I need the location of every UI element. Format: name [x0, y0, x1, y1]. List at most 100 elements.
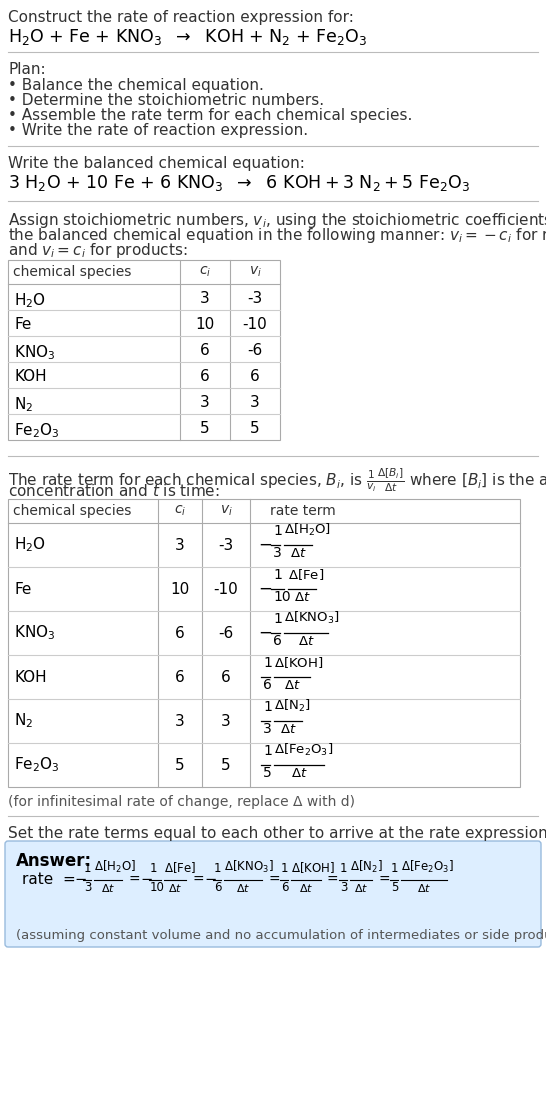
Text: • Balance the chemical equation.: • Balance the chemical equation. [8, 78, 264, 93]
Text: $\Delta t$: $\Delta t$ [101, 882, 115, 894]
Text: $\Delta[\mathregular{KOH}]$: $\Delta[\mathregular{KOH}]$ [291, 860, 335, 875]
Text: −: − [258, 624, 272, 642]
Text: −: − [258, 580, 272, 598]
Text: 3: 3 [175, 537, 185, 553]
Text: 6: 6 [221, 669, 231, 685]
Text: 6: 6 [200, 369, 210, 384]
Text: -10: -10 [213, 582, 239, 596]
Text: 5: 5 [200, 421, 210, 436]
Text: 6: 6 [250, 369, 260, 384]
Text: 1: 1 [273, 524, 282, 538]
Text: 10: 10 [150, 881, 165, 894]
Text: Fe: Fe [14, 582, 31, 596]
Text: 6: 6 [263, 678, 272, 692]
Text: $\mathregular{3\ H_2O}$ + 10 Fe + $\mathregular{6\ KNO_3}$  $\rightarrow$  $\mat: $\mathregular{3\ H_2O}$ + 10 Fe + $\math… [8, 173, 470, 193]
Text: $\Delta t$: $\Delta t$ [298, 635, 314, 648]
Text: −: − [74, 873, 86, 887]
Text: 5: 5 [175, 757, 185, 773]
Text: 6: 6 [273, 634, 282, 648]
Text: $\Delta t$: $\Delta t$ [299, 882, 313, 894]
Text: $\Delta[\mathregular{Fe}]$: $\Delta[\mathregular{Fe}]$ [288, 567, 324, 582]
Text: 10: 10 [273, 590, 290, 604]
Text: -6: -6 [218, 625, 234, 641]
Text: $\mathregular{N_2}$: $\mathregular{N_2}$ [14, 395, 33, 414]
Text: • Assemble the rate term for each chemical species.: • Assemble the rate term for each chemic… [8, 108, 412, 123]
Text: $\Delta t$: $\Delta t$ [354, 882, 368, 894]
Text: KOH: KOH [14, 369, 46, 384]
Text: Construct the rate of reaction expression for:: Construct the rate of reaction expressio… [8, 10, 354, 24]
Text: $\Delta[\mathregular{H_2O}]$: $\Delta[\mathregular{H_2O}]$ [94, 858, 136, 875]
Text: $\Delta[\mathregular{N_2}]$: $\Delta[\mathregular{N_2}]$ [350, 858, 383, 875]
Text: $\Delta[\mathregular{Fe_2O_3}]$: $\Delta[\mathregular{Fe_2O_3}]$ [401, 858, 454, 875]
Text: 3: 3 [340, 881, 347, 894]
Text: 1: 1 [84, 862, 92, 875]
Text: =: = [327, 873, 339, 887]
Text: rate  =: rate = [22, 872, 76, 887]
Text: $\Delta[\mathregular{Fe_2O_3}]$: $\Delta[\mathregular{Fe_2O_3}]$ [274, 742, 333, 758]
Text: 6: 6 [214, 881, 222, 894]
Text: Plan:: Plan: [8, 62, 46, 77]
Text: 3: 3 [200, 291, 210, 306]
Text: 3: 3 [84, 881, 91, 894]
Text: chemical species: chemical species [13, 265, 132, 279]
Text: $v_i$: $v_i$ [248, 265, 262, 279]
Text: -10: -10 [242, 317, 268, 332]
Text: $\Delta t$: $\Delta t$ [294, 590, 310, 604]
Text: $\Delta[\mathregular{N_2}]$: $\Delta[\mathregular{N_2}]$ [274, 698, 311, 714]
Text: Fe: Fe [14, 317, 31, 332]
Text: $c_i$: $c_i$ [199, 265, 211, 279]
Text: -3: -3 [218, 537, 234, 553]
Text: • Determine the stoichiometric numbers.: • Determine the stoichiometric numbers. [8, 93, 324, 108]
Text: $\Delta t$: $\Delta t$ [290, 547, 306, 560]
Text: 1: 1 [263, 656, 272, 671]
Text: KOH: KOH [14, 669, 46, 685]
Text: 6: 6 [175, 625, 185, 641]
Text: $\Delta[\mathregular{Fe}]$: $\Delta[\mathregular{Fe}]$ [164, 860, 196, 875]
Text: (for infinitesimal rate of change, replace Δ with d): (for infinitesimal rate of change, repla… [8, 795, 355, 810]
Bar [8, 499, 520, 787]
Text: $\mathregular{Fe_2O_3}$: $\mathregular{Fe_2O_3}$ [14, 421, 60, 439]
Text: chemical species: chemical species [13, 504, 132, 518]
Text: 5: 5 [263, 766, 272, 780]
Text: $\mathregular{H_2O}$ + Fe + $\mathregular{KNO_3}$  $\rightarrow$  KOH + $\mathre: $\mathregular{H_2O}$ + Fe + $\mathregula… [8, 27, 367, 47]
Text: 5: 5 [221, 757, 231, 773]
Text: • Write the rate of reaction expression.: • Write the rate of reaction expression. [8, 123, 308, 138]
Text: $\Delta t$: $\Delta t$ [290, 767, 307, 780]
Text: =: = [378, 873, 390, 887]
Text: $\Delta[\mathregular{KNO_3}]$: $\Delta[\mathregular{KNO_3}]$ [284, 609, 340, 626]
Text: $\Delta t$: $\Delta t$ [168, 882, 182, 894]
Text: $\Delta t$: $\Delta t$ [284, 679, 300, 692]
Text: =: = [128, 873, 140, 887]
Text: 3: 3 [175, 714, 185, 728]
Text: 3: 3 [200, 395, 210, 410]
Bar [8, 260, 280, 440]
Text: 1: 1 [273, 568, 282, 582]
Text: Set the rate terms equal to each other to arrive at the rate expression:: Set the rate terms equal to each other t… [8, 826, 546, 841]
Text: (assuming constant volume and no accumulation of intermediates or side products): (assuming constant volume and no accumul… [16, 929, 546, 942]
Text: 1: 1 [340, 862, 347, 875]
Text: =: = [268, 873, 280, 887]
Text: 6: 6 [175, 669, 185, 685]
Text: -6: -6 [247, 342, 263, 358]
Text: 3: 3 [221, 714, 231, 728]
Text: 1: 1 [150, 862, 157, 875]
Text: $\Delta[\mathregular{KOH}]$: $\Delta[\mathregular{KOH}]$ [274, 655, 323, 671]
Text: 10: 10 [195, 317, 215, 332]
Text: 3: 3 [263, 722, 272, 736]
Text: −: − [204, 873, 216, 887]
Text: 1: 1 [281, 862, 288, 875]
Text: $\mathregular{N_2}$: $\mathregular{N_2}$ [14, 712, 33, 731]
Text: 5: 5 [250, 421, 260, 436]
Text: $c_i$: $c_i$ [174, 504, 186, 518]
Text: and $v_i = c_i$ for products:: and $v_i = c_i$ for products: [8, 241, 187, 260]
Text: $\Delta t$: $\Delta t$ [280, 723, 296, 736]
Text: Assign stoichiometric numbers, $v_i$, using the stoichiometric coefficients, $c_: Assign stoichiometric numbers, $v_i$, us… [8, 211, 546, 230]
Text: $v_i$: $v_i$ [219, 504, 233, 518]
Text: 10: 10 [170, 582, 189, 596]
Text: Answer:: Answer: [16, 852, 92, 870]
Text: $\Delta t$: $\Delta t$ [236, 882, 250, 894]
FancyBboxPatch shape [5, 841, 541, 947]
Text: 3: 3 [273, 546, 282, 560]
Text: rate term: rate term [270, 504, 336, 518]
Text: the balanced chemical equation in the following manner: $v_i = -c_i$ for reactan: the balanced chemical equation in the fo… [8, 226, 546, 245]
